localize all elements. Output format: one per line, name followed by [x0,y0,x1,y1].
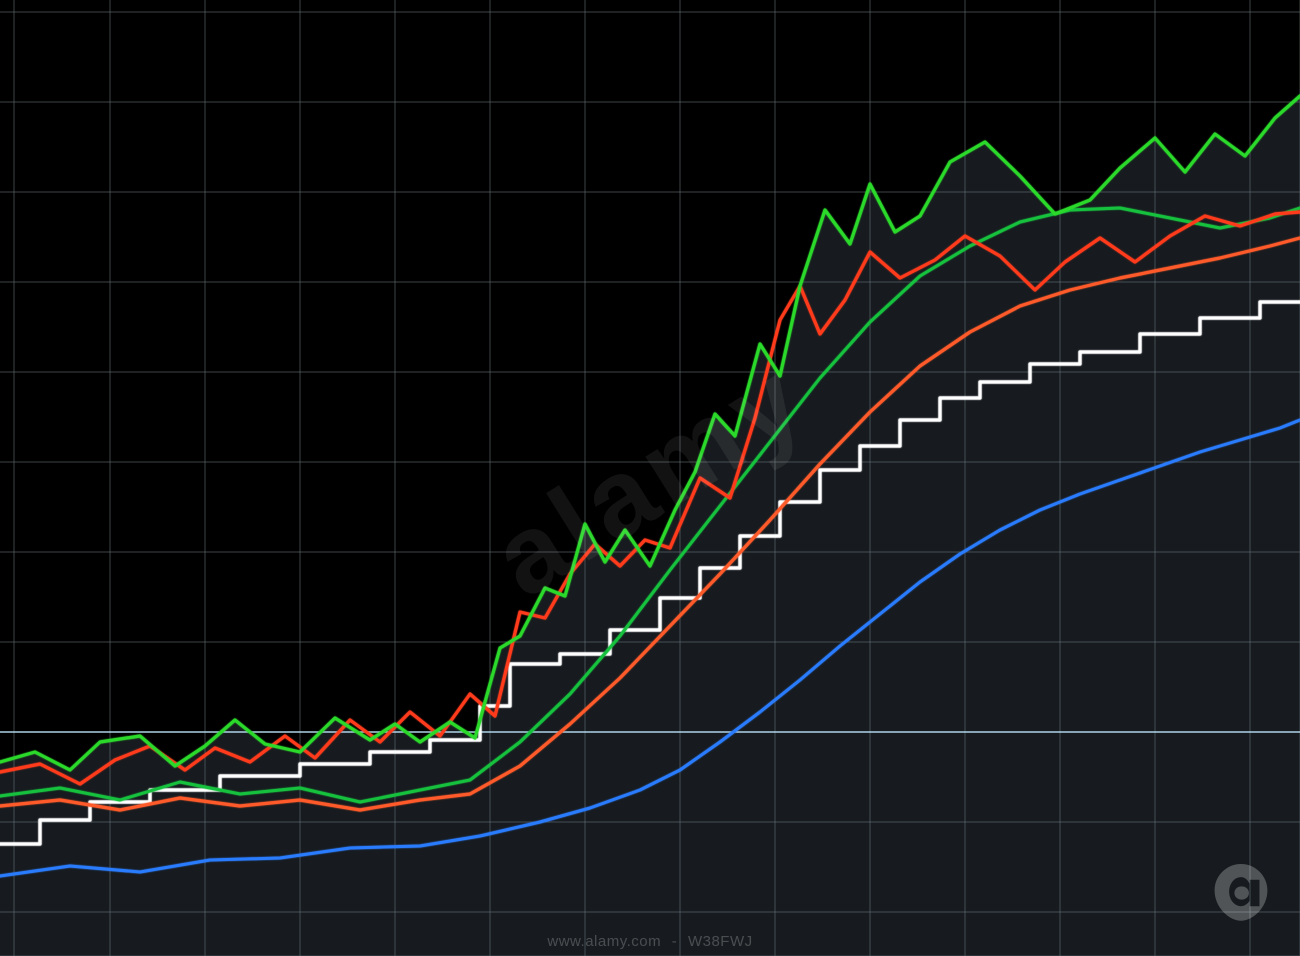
chart-canvas [0,0,1300,956]
stock-line-chart: alamy www.alamy.com - W38FWJ [0,0,1300,956]
